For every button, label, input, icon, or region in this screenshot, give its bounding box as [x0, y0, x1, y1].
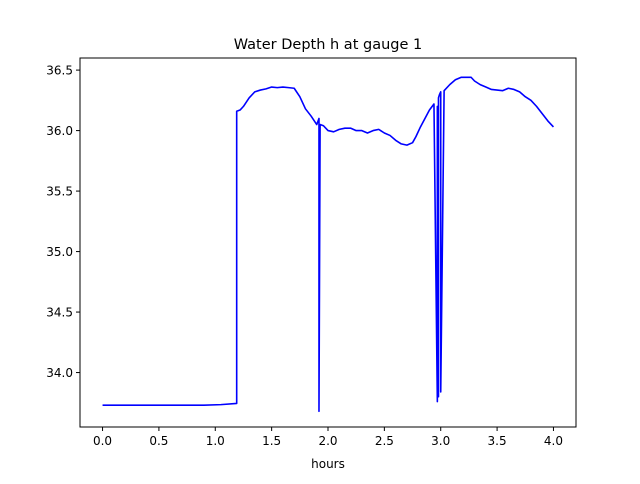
x-tick-label: 1.5 — [262, 434, 281, 448]
y-tick-label: 35.5 — [46, 185, 73, 199]
y-tick-label: 34.5 — [46, 306, 73, 320]
y-tick-label: 34.0 — [46, 366, 73, 380]
y-tick-label: 36.5 — [46, 64, 73, 78]
chart-title: Water Depth h at gauge 1 — [234, 37, 422, 53]
x-tick-label: 2.5 — [375, 434, 394, 448]
x-tick-label: 0.5 — [149, 434, 168, 448]
x-tick-label: 4.0 — [544, 434, 563, 448]
x-tick-label: 2.0 — [318, 434, 337, 448]
y-axis-ticks: 34.0 34.5 35.0 35.5 36.0 36.5 — [46, 64, 80, 380]
x-axis-label: hours — [311, 457, 345, 471]
series-layer — [102, 76, 555, 413]
x-tick-label: 1.0 — [206, 434, 225, 448]
y-tick-label: 35.0 — [46, 245, 73, 259]
x-tick-label: 3.5 — [488, 434, 507, 448]
x-axis-ticks: 0.0 0.5 1.0 1.5 2.0 2.5 3.0 3.5 4.0 — [93, 427, 563, 448]
plot-area — [80, 58, 576, 427]
series-line-0 — [102, 76, 555, 413]
x-tick-label: 0.0 — [93, 434, 112, 448]
y-tick-label: 36.0 — [46, 124, 73, 138]
x-tick-label: 3.0 — [431, 434, 450, 448]
